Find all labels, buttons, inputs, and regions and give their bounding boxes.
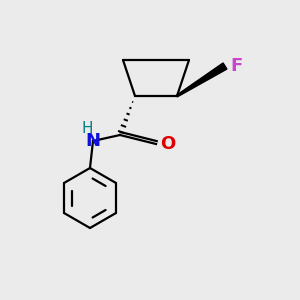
Text: H: H [82, 121, 93, 136]
Polygon shape [176, 63, 227, 97]
Text: N: N [85, 132, 100, 150]
Text: F: F [230, 57, 243, 75]
Text: O: O [160, 135, 176, 153]
